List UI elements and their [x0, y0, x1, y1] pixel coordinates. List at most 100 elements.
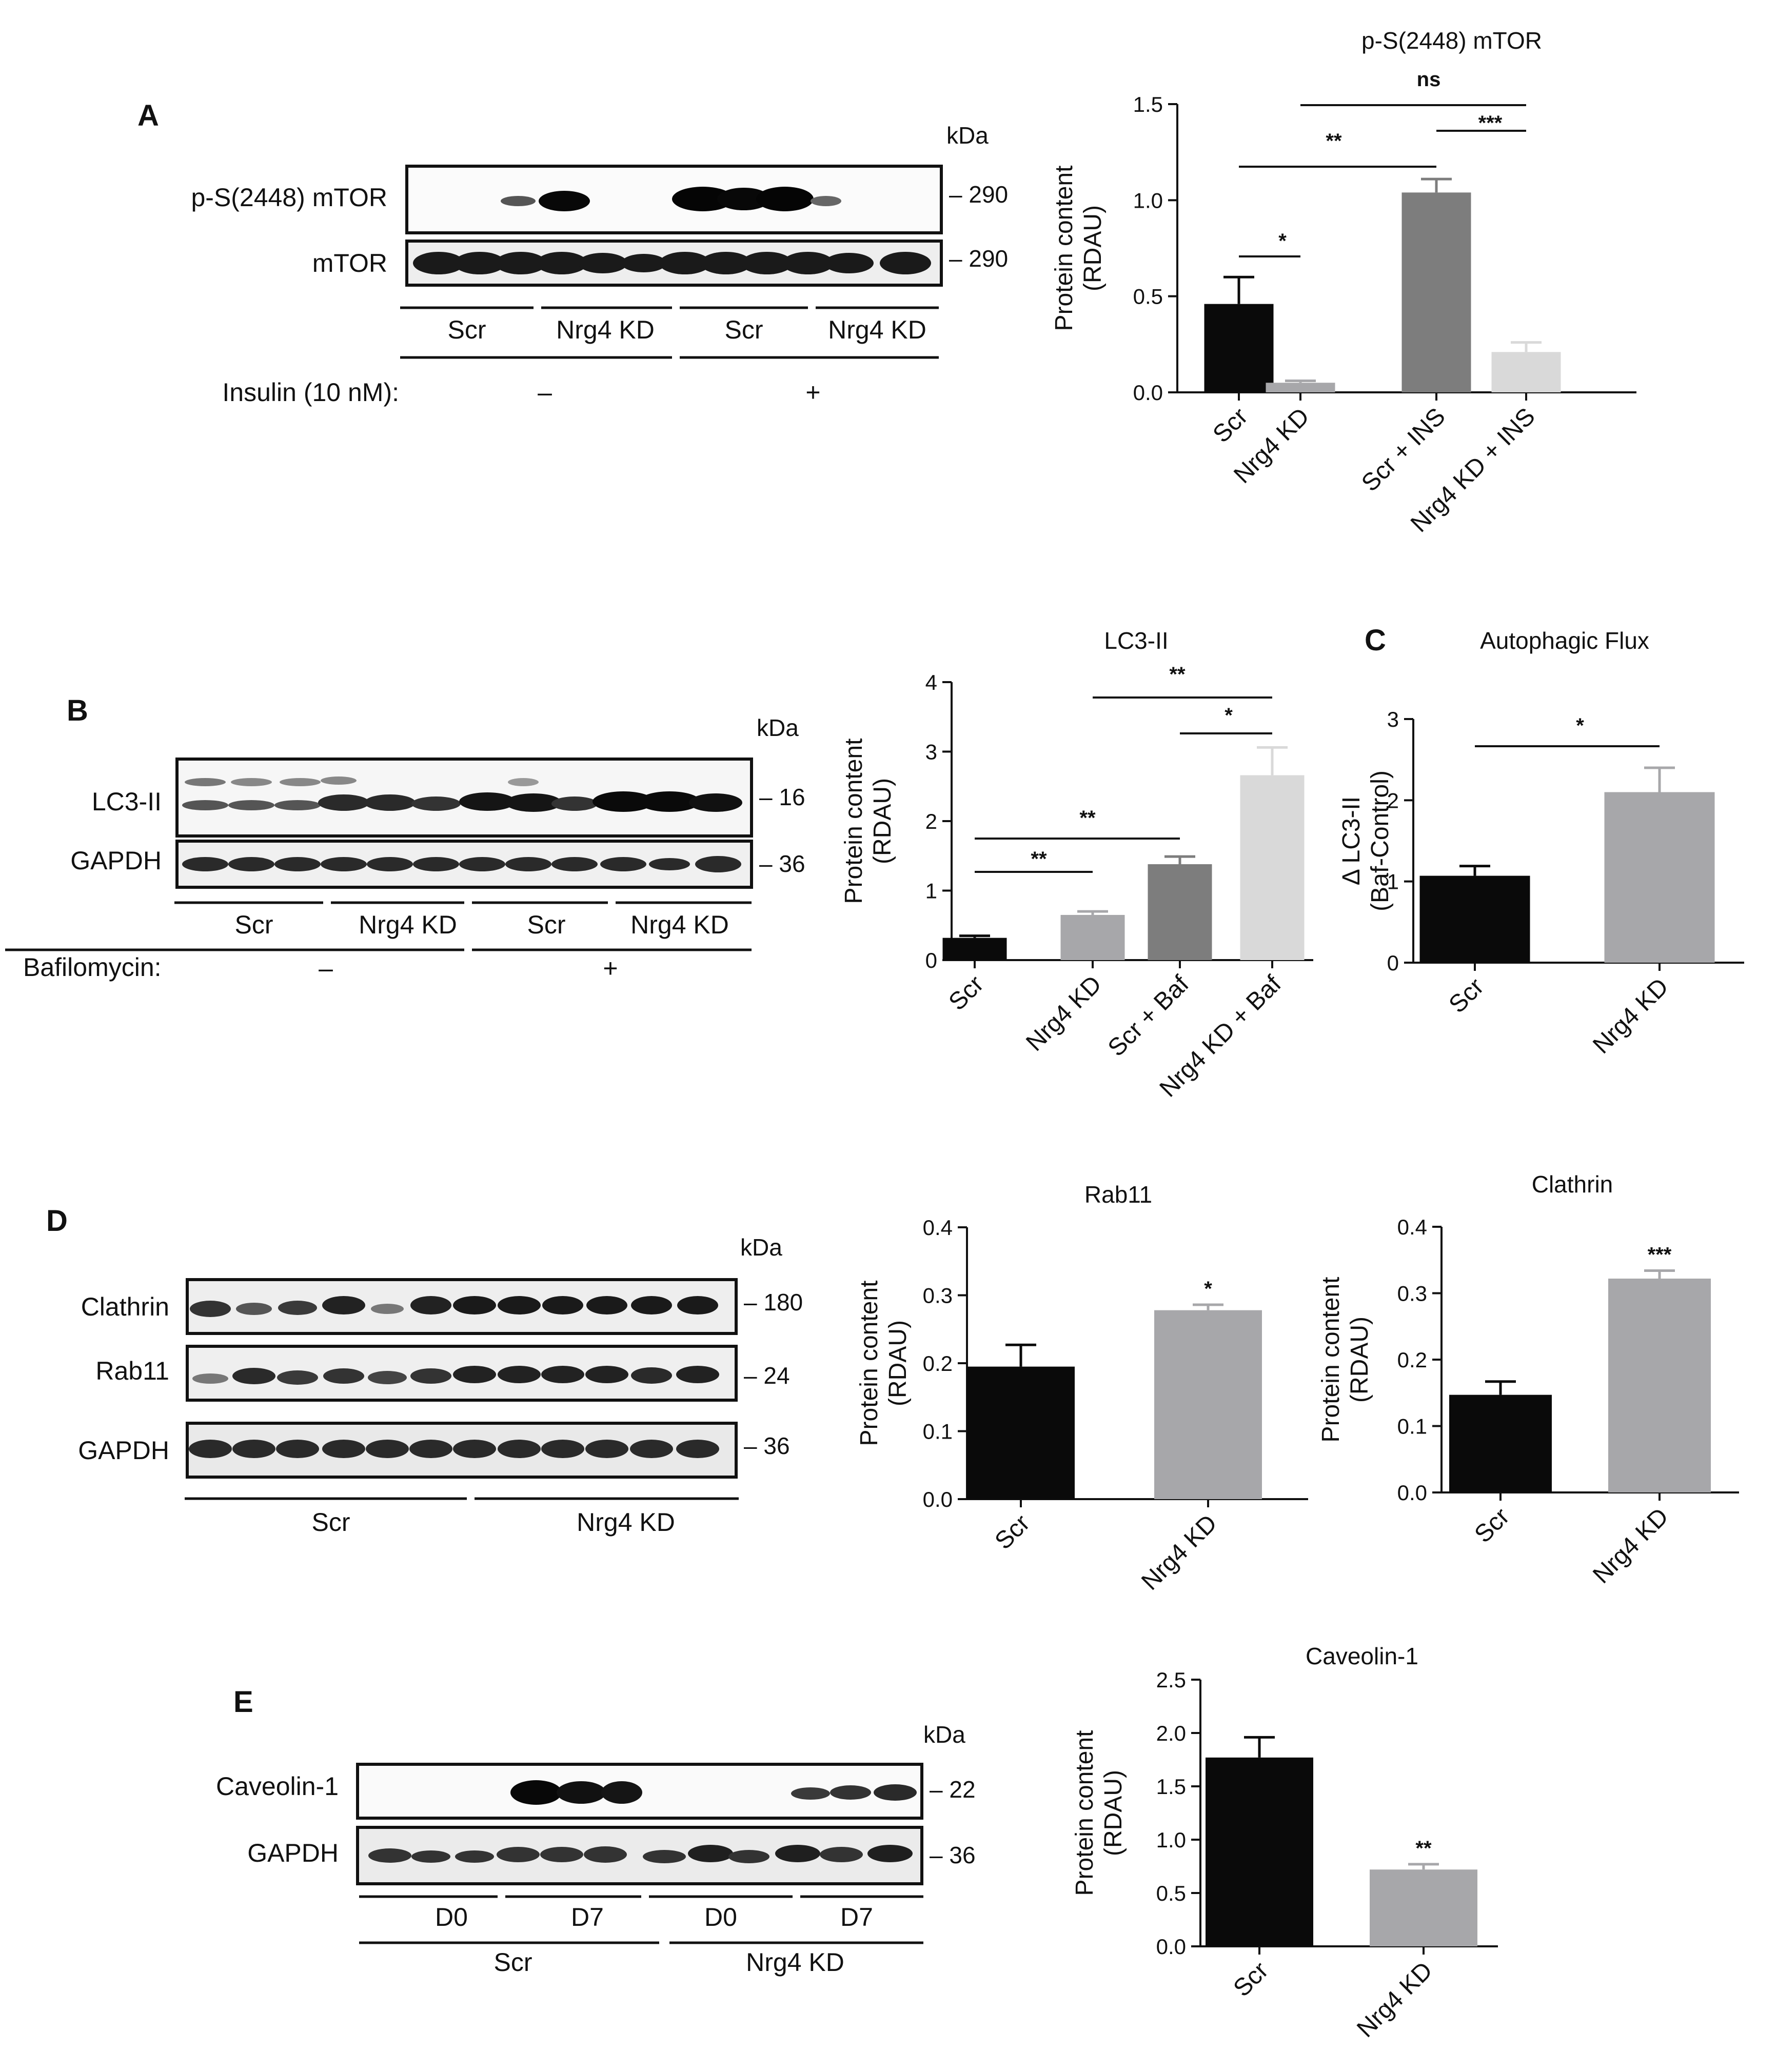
y-axis-label-line: Protein content: [856, 1281, 883, 1446]
subgroup-label-e-1: D0: [435, 1903, 468, 1931]
subgroup-label-e-2: D7: [571, 1903, 604, 1931]
group-label-b-3: Scr: [527, 910, 566, 939]
panel-e: E kDa Caveolin-1 – 22 GAPDH: [216, 1685, 976, 1977]
y-tick-label: 0: [925, 948, 937, 972]
group-label-d-1: Scr: [312, 1508, 350, 1537]
panel-letter-d: D: [46, 1204, 68, 1238]
y-axis-label: Protein content(RDAU): [1317, 1277, 1373, 1443]
bar: [942, 938, 1007, 960]
chart-flux: Autophagic Flux 0 1 2 3 Δ LC3-II(Baf-Control)…: [1338, 627, 1744, 1059]
y-axis-label-line: (RDAU): [1346, 1317, 1373, 1403]
subgroup-label-e-4: D7: [840, 1903, 873, 1931]
group-label-a-4: Nrg4 KD: [828, 315, 926, 344]
y-tick-label: 0.2: [1397, 1348, 1427, 1372]
significance-label: **: [1415, 1837, 1432, 1860]
chart-lc3: LC3-II 0 1 2 3 4 Protein content(RDAU) Scr Nrg4 …: [840, 627, 1313, 1103]
group-label-b-1: Scr: [235, 910, 273, 939]
y-tick-label: 0.0: [1133, 381, 1163, 405]
panel-a: A kDa p-S(2448) mTOR – 290 mTOR: [137, 99, 1008, 407]
y-tick-label: 0.0: [923, 1487, 953, 1511]
blot-row-label-gapdh-e: GAPDH: [247, 1839, 339, 1867]
treatment-level-a-plus: +: [805, 378, 820, 407]
treatment-level-a-minus: –: [538, 378, 552, 407]
chart-title: LC3-II: [1104, 627, 1168, 654]
y-axis-label-line: (Baf-Control): [1367, 770, 1394, 911]
significance-label: ns: [1417, 68, 1441, 91]
y-tick-label: 2.5: [1156, 1668, 1186, 1692]
y-axis-label-line: (RDAU): [1100, 1770, 1127, 1856]
x-tick-label: Nrg4 KD: [1352, 1957, 1438, 2043]
y-tick-label: 3: [1387, 707, 1399, 731]
x-tick-label: Scr: [990, 1509, 1035, 1555]
blot-row-label-mtor: mTOR: [312, 249, 387, 277]
treatment-level-b-minus: –: [319, 954, 333, 983]
bar: [1206, 1757, 1313, 1946]
significance-label: **: [1079, 807, 1096, 829]
y-tick-label: 1.5: [1156, 1775, 1186, 1799]
blot-kda-clathrin: – 180: [744, 1289, 803, 1316]
significance-label: *: [1278, 230, 1287, 252]
chart-mtor: p-S(2448) mTOR 0.0 0.5 1.0 1.5 Protein conten…: [1051, 27, 1636, 537]
y-tick-label: 0.3: [1397, 1282, 1427, 1306]
y-tick-label: 0.5: [1156, 1881, 1186, 1905]
x-tick-label: Nrg4 KD: [1588, 973, 1674, 1059]
blot-row-label-pmtor: p-S(2448) mTOR: [191, 183, 387, 212]
blot-row-label-rab11: Rab11: [95, 1357, 169, 1385]
y-tick-label: 0.4: [923, 1216, 953, 1240]
chart-rab11: Rab11 0.0 0.1 0.2 0.3 0.4 Protein content(RDAU…: [856, 1181, 1308, 1596]
blot-kda-lc3: – 16: [759, 784, 805, 810]
y-axis-label-line: Protein content: [1317, 1277, 1345, 1443]
blot-row-label-lc3: LC3-II: [92, 787, 162, 816]
x-tick-label: Scr: [1208, 403, 1253, 448]
y-tick-label: 2.0: [1156, 1721, 1186, 1745]
chart-clathrin: Clathrin 0.0 0.1 0.2 0.3 0.4 Protein content(R…: [1317, 1171, 1739, 1589]
blot-kda-rab11: – 24: [744, 1362, 790, 1389]
significance-label: ***: [1478, 112, 1503, 134]
y-tick-label: 0.0: [1156, 1935, 1186, 1959]
bar: [1401, 192, 1471, 392]
x-tick-label: Nrg4 KD: [1588, 1503, 1674, 1589]
y-axis-label-line: (RDAU): [869, 778, 896, 864]
y-tick-label: 1.5: [1133, 92, 1163, 116]
y-axis-label-line: (RDAU): [884, 1320, 912, 1406]
x-tick-label: Scr: [1228, 1957, 1273, 2002]
blot-row-label-clathrin: Clathrin: [81, 1292, 169, 1321]
panel-b: B kDa LC3-II – 16 GAPDH: [5, 694, 805, 983]
significance-label: **: [1031, 848, 1047, 870]
blot-row-label-gapdh-d: GAPDH: [78, 1436, 169, 1465]
group-label-a-1: Scr: [448, 315, 486, 344]
kda-header-e: kDa: [923, 1721, 965, 1748]
y-tick-label: 0.5: [1133, 285, 1163, 309]
treatment-label-a: Insulin (10 nM):: [222, 378, 399, 407]
treatment-label-b: Bafilomycin:: [23, 953, 162, 982]
group-lines-b: [5, 901, 752, 951]
bar: [1370, 1869, 1477, 1946]
bands-pmtor: [501, 187, 841, 211]
bar: [1266, 383, 1335, 392]
blot-kda-gapdh-d: – 36: [744, 1432, 790, 1459]
bar: [1060, 914, 1125, 960]
y-tick-label: 0.0: [1397, 1481, 1427, 1505]
group-label-b-4: Nrg4 KD: [630, 910, 729, 939]
significance-label: **: [1169, 663, 1186, 686]
blot-row-label-caveolin: Caveolin-1: [216, 1772, 339, 1801]
y-tick-label: 0.1: [923, 1420, 953, 1444]
x-tick-label: Scr + Baf: [1103, 970, 1194, 1062]
bar: [1148, 864, 1212, 960]
bar: [1608, 1279, 1711, 1492]
chart-caveolin: Caveolin-1 0.0 0.5 1.0 1.5 2.0 2.5 Protein cont…: [1071, 1643, 1498, 2043]
bands-rab11: [192, 1366, 719, 1385]
panel-letter-c: C: [1365, 624, 1386, 657]
chart-title: Clathrin: [1532, 1171, 1613, 1198]
significance-label: **: [1326, 130, 1342, 152]
group-label-a-3: Scr: [725, 315, 763, 344]
significance-label: *: [1204, 1278, 1212, 1300]
bands-gapdh-e: [368, 1845, 913, 1863]
panel-d: D kDa Clathrin – 180 Rab11: [46, 1204, 803, 1537]
y-axis-label: Δ LC3-II(Baf-Control): [1338, 770, 1394, 911]
bar: [1204, 304, 1274, 392]
treatment-level-b-plus: +: [603, 954, 618, 983]
bands-gapdh-d: [189, 1440, 719, 1458]
bar: [1240, 775, 1305, 960]
